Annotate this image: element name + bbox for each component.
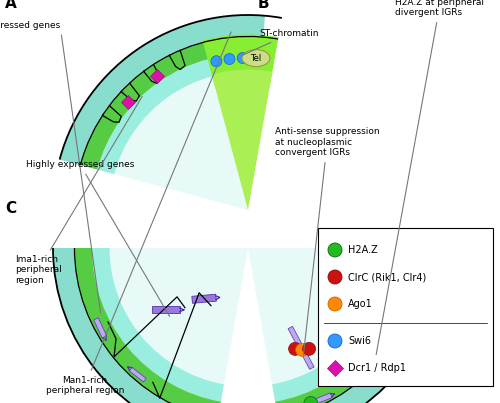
Text: Ima1-rich
peripheral
region: Ima1-rich peripheral region	[15, 96, 142, 285]
Wedge shape	[98, 54, 262, 174]
Text: ST-chromatin: ST-chromatin	[242, 29, 319, 55]
Circle shape	[250, 53, 262, 64]
Text: Highly expressed genes: Highly expressed genes	[26, 160, 170, 316]
Polygon shape	[369, 345, 388, 364]
Polygon shape	[152, 306, 180, 314]
Ellipse shape	[242, 50, 270, 66]
Polygon shape	[354, 361, 372, 380]
Wedge shape	[92, 248, 224, 402]
Wedge shape	[272, 248, 404, 402]
Polygon shape	[192, 294, 216, 303]
Circle shape	[328, 334, 342, 348]
Circle shape	[398, 298, 412, 312]
Circle shape	[237, 52, 248, 64]
Text: Lowly expressed genes: Lowly expressed genes	[0, 21, 100, 313]
Polygon shape	[350, 300, 368, 313]
Circle shape	[296, 343, 308, 356]
Text: Anti-sense suppression
at nucleoplasmic
convergent IGRs: Anti-sense suppression at nucleoplasmic …	[275, 127, 380, 355]
Text: Man1-rich
peripheral region: Man1-rich peripheral region	[46, 32, 231, 395]
Circle shape	[344, 297, 358, 310]
Polygon shape	[396, 305, 408, 327]
FancyBboxPatch shape	[318, 228, 493, 386]
Polygon shape	[290, 401, 312, 403]
Circle shape	[302, 343, 316, 355]
Wedge shape	[202, 35, 278, 87]
Circle shape	[328, 270, 342, 284]
Circle shape	[288, 343, 302, 355]
Text: B: B	[258, 0, 270, 11]
Wedge shape	[112, 70, 260, 210]
Wedge shape	[60, 15, 265, 165]
Polygon shape	[310, 393, 332, 403]
Text: Tel: Tel	[250, 54, 262, 62]
Wedge shape	[80, 36, 263, 170]
Text: A: A	[5, 0, 17, 11]
Wedge shape	[278, 248, 443, 403]
Text: C: C	[5, 201, 16, 216]
Polygon shape	[328, 289, 346, 302]
Circle shape	[328, 243, 342, 257]
Circle shape	[364, 355, 378, 370]
Text: Ago1: Ago1	[348, 299, 373, 309]
Wedge shape	[108, 248, 248, 386]
Text: Swi6: Swi6	[348, 336, 371, 346]
Circle shape	[304, 397, 318, 403]
Text: ClrC (Rik1, Clr4): ClrC (Rik1, Clr4)	[348, 272, 426, 282]
Text: H2A.Z at peripheral
divergent IGRs: H2A.Z at peripheral divergent IGRs	[376, 0, 484, 355]
Circle shape	[211, 56, 222, 67]
Polygon shape	[288, 326, 302, 347]
Wedge shape	[53, 248, 218, 403]
Polygon shape	[129, 367, 146, 382]
Text: H2A.Z: H2A.Z	[348, 245, 378, 255]
Polygon shape	[94, 318, 106, 338]
Wedge shape	[275, 248, 422, 403]
Polygon shape	[403, 284, 415, 306]
Polygon shape	[300, 349, 314, 369]
Wedge shape	[212, 70, 272, 210]
Text: Dcr1 / Rdp1: Dcr1 / Rdp1	[348, 363, 406, 373]
Circle shape	[328, 297, 342, 311]
Wedge shape	[248, 248, 388, 386]
Wedge shape	[74, 248, 221, 403]
Circle shape	[224, 54, 235, 64]
Circle shape	[336, 297, 349, 310]
